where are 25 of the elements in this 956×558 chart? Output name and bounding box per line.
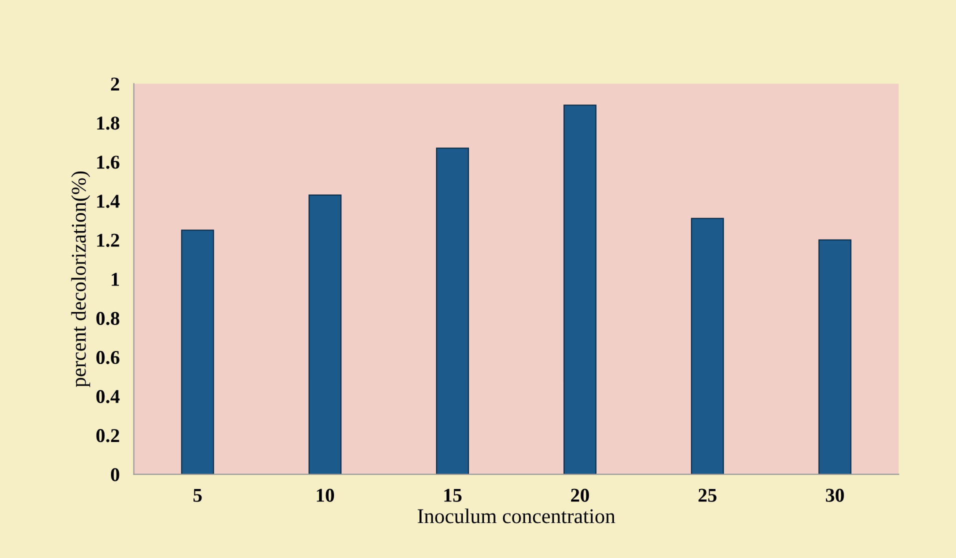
y-tick-label: 0.2 <box>96 429 120 442</box>
y-tick-label: 1 <box>112 272 119 286</box>
bar <box>818 239 852 474</box>
x-tick-label: 5 <box>193 488 202 502</box>
x-tick-label: 20 <box>571 488 589 502</box>
x-tick-label: 15 <box>444 488 462 502</box>
bar <box>308 194 342 474</box>
bar <box>181 230 214 474</box>
y-tick-label: 1.4 <box>97 194 120 208</box>
bar <box>563 104 596 474</box>
y-tick-label: 0.6 <box>96 350 120 364</box>
x-tick-label: 10 <box>316 488 334 502</box>
y-tick-label: 1.8 <box>97 116 120 130</box>
x-tick-label: 30 <box>826 488 844 502</box>
bar <box>690 218 724 474</box>
x-tick-label: 25 <box>698 488 716 502</box>
y-tick-label: 0.8 <box>96 312 120 326</box>
y-axis-title: percent decolorization(%) <box>71 171 90 388</box>
y-tick-label: 0 <box>110 468 120 482</box>
y-tick-label: 1.6 <box>97 156 120 169</box>
y-tick-label: 1.2 <box>97 234 120 247</box>
y-tick-label: 2 <box>111 78 120 90</box>
bar <box>436 148 469 474</box>
y-tick-label: 0.4 <box>96 390 120 404</box>
x-axis-title: Inoculum concentration <box>418 508 616 524</box>
